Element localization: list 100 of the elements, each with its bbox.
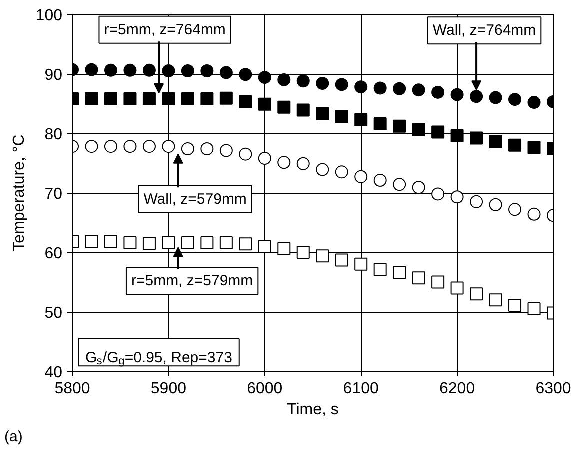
point [296, 157, 310, 170]
point [489, 198, 502, 212]
point [142, 237, 156, 250]
y-tick-label: 90 [44, 67, 63, 84]
text: (a) [4, 428, 23, 446]
point [239, 95, 252, 108]
point [335, 78, 348, 92]
point [450, 129, 464, 142]
annotation: Wall, z=579mm [144, 190, 247, 208]
point [508, 93, 522, 106]
point [85, 140, 98, 154]
y-tick-label: 50 [44, 305, 63, 322]
point [354, 258, 368, 271]
point [278, 242, 291, 256]
x-tick-label: 6100 [343, 380, 379, 398]
y-tick-label: 70 [44, 186, 63, 203]
point [278, 156, 291, 170]
point [354, 170, 368, 184]
point [124, 140, 137, 154]
point [124, 64, 137, 77]
point [354, 80, 368, 94]
point [470, 90, 484, 104]
point [316, 77, 330, 90]
point [220, 236, 233, 250]
point [450, 88, 464, 102]
point [181, 236, 194, 250]
point [162, 140, 176, 154]
point [374, 117, 387, 130]
point [85, 63, 98, 76]
point [316, 250, 330, 263]
point [296, 246, 310, 259]
annotation: Wall, z=764mm [432, 22, 536, 40]
point [258, 71, 272, 84]
point [335, 110, 348, 124]
point [181, 92, 194, 106]
y-axis-title: Temperature, °C [10, 134, 28, 252]
point [162, 236, 176, 250]
point [316, 163, 330, 176]
point [85, 92, 98, 106]
point [450, 282, 464, 295]
point [258, 152, 272, 165]
point [393, 120, 406, 133]
point [470, 195, 484, 208]
point [239, 68, 252, 82]
point [181, 64, 194, 78]
point [335, 166, 348, 179]
point [200, 64, 214, 78]
point [104, 235, 118, 248]
point [104, 64, 118, 77]
point [104, 140, 118, 154]
point [278, 73, 291, 86]
point [528, 141, 541, 154]
x-tick-label: 5900 [150, 380, 187, 398]
point [432, 86, 445, 99]
x-tick-label: 6200 [440, 380, 476, 398]
point [508, 138, 522, 152]
point [296, 104, 310, 117]
point [528, 208, 541, 221]
point [489, 135, 502, 148]
x-tick-label: 6000 [247, 380, 283, 398]
point [374, 82, 387, 95]
x-tick-label: 5800 [54, 380, 90, 398]
point [412, 84, 426, 97]
point [239, 148, 252, 161]
point [124, 92, 137, 106]
point [508, 298, 522, 312]
point [432, 276, 445, 289]
point [374, 174, 387, 187]
point [450, 190, 464, 204]
annotation: r=5mm, z=764mm [104, 21, 226, 38]
point [181, 142, 194, 156]
point [489, 91, 502, 104]
point [432, 126, 445, 139]
point [258, 240, 272, 254]
point [85, 235, 98, 248]
point [393, 82, 406, 96]
point [200, 236, 214, 250]
point [142, 92, 156, 106]
point [258, 98, 272, 111]
y-tick-label: 100 [36, 8, 63, 24]
point [470, 132, 484, 145]
point [296, 74, 310, 88]
point [412, 123, 426, 136]
point [374, 263, 387, 276]
point [316, 107, 330, 120]
point [489, 294, 502, 307]
y-tick-label: 40 [44, 364, 63, 382]
point [220, 92, 233, 105]
point [412, 181, 426, 194]
point [162, 64, 176, 78]
point [104, 92, 118, 106]
x-tick-label: 6300 [536, 380, 571, 398]
point [393, 266, 406, 280]
y-tick-label: 60 [44, 246, 63, 262]
point [142, 140, 156, 154]
point [528, 302, 541, 316]
point [200, 142, 214, 156]
point [335, 254, 348, 267]
point [470, 288, 484, 301]
point [220, 66, 233, 80]
